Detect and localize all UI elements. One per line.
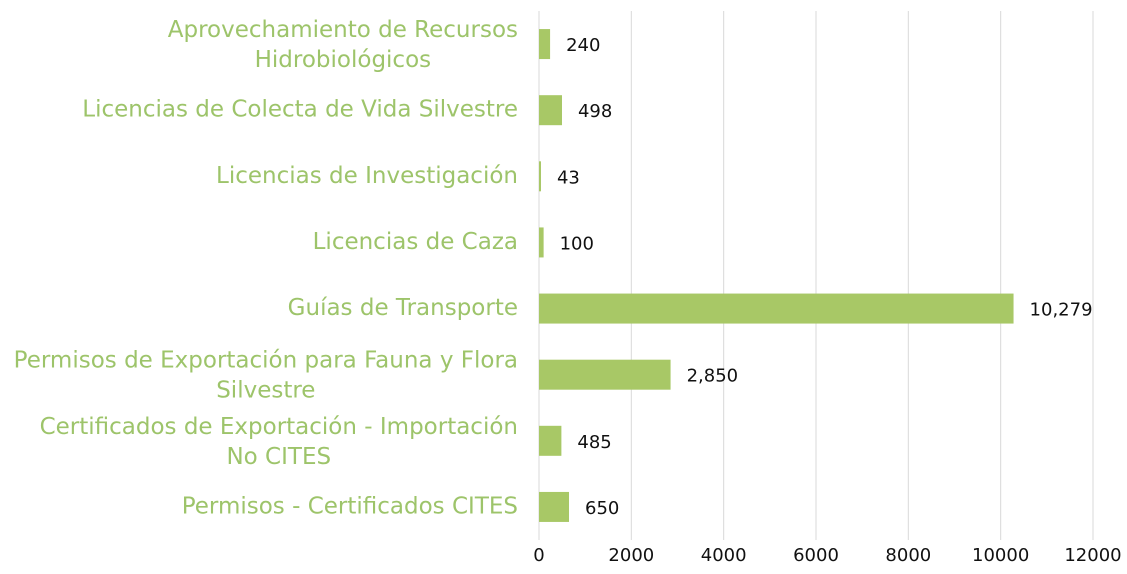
x-tick-label: 10000	[972, 545, 1029, 566]
category-label: Permisos de Exportación para Fauna y Flo…	[14, 347, 518, 403]
category-label: Guías de Transporte	[288, 295, 518, 321]
x-tick-label: 4000	[701, 545, 747, 566]
category-label: Certificados de Exportación - Importació…	[40, 413, 518, 469]
category-label-line: No CITES	[226, 443, 331, 469]
category-label-line: Permisos de Exportación para Fauna y Flo…	[14, 347, 518, 373]
value-label: 485	[577, 432, 611, 453]
category-label: Licencias de Colecta de Vida Silvestre	[82, 97, 518, 123]
bar	[539, 359, 671, 390]
bar	[539, 293, 1014, 324]
value-label: 650	[585, 498, 619, 519]
x-tick-label: 0	[533, 545, 544, 566]
value-label: 43	[557, 167, 580, 188]
bar	[539, 161, 541, 192]
bar	[539, 491, 570, 522]
bar	[539, 227, 544, 258]
category-label: Licencias de Caza	[313, 229, 518, 255]
category-label-line: Aprovechamiento de Recursos	[168, 17, 518, 43]
bar	[539, 95, 562, 126]
x-tick-label: 6000	[793, 545, 839, 566]
bar	[539, 29, 551, 60]
value-label: 240	[566, 35, 600, 56]
x-tick-label: 2000	[608, 545, 654, 566]
value-label: 498	[578, 101, 612, 122]
category-label-line: Hidrobiológicos	[255, 47, 432, 73]
value-label: 100	[560, 233, 594, 254]
x-tick-label: 8000	[885, 545, 931, 566]
x-tick-label: 12000	[1064, 545, 1121, 566]
category-label: Licencias de Investigación	[216, 163, 518, 189]
category-label-line: Certificados de Exportación - Importació…	[40, 413, 518, 439]
category-label: Aprovechamiento de Recursos Hidrobiológic…	[168, 17, 518, 73]
bar	[539, 425, 562, 456]
value-label: 2,850	[687, 366, 739, 387]
category-label-line: Silvestre	[216, 377, 315, 403]
value-label: 10,279	[1030, 300, 1093, 321]
category-label: Permisos - Certificados CITES	[182, 493, 518, 519]
